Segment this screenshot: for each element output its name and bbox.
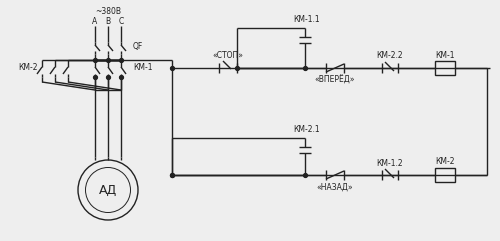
Text: АД: АД <box>99 183 117 196</box>
Text: КМ-2: КМ-2 <box>18 63 38 73</box>
Text: QF: QF <box>133 41 143 51</box>
Text: ~380B: ~380B <box>95 7 121 16</box>
Text: КМ-2: КМ-2 <box>435 158 455 167</box>
Text: КМ-1.1: КМ-1.1 <box>294 14 320 24</box>
Text: КМ-2.1: КМ-2.1 <box>294 125 320 134</box>
Text: «НАЗАД»: «НАЗАД» <box>316 182 354 192</box>
Text: «СТОП»: «СТОП» <box>212 51 244 60</box>
Text: A: A <box>92 18 98 27</box>
Bar <box>435 168 455 182</box>
Text: C: C <box>118 18 124 27</box>
Text: КМ-1: КМ-1 <box>435 51 455 60</box>
Text: КМ-1: КМ-1 <box>133 63 152 73</box>
Text: КМ-1.2: КМ-1.2 <box>376 159 404 167</box>
Text: КМ-2.2: КМ-2.2 <box>376 52 404 60</box>
Text: «ВПЕРЁД»: «ВПЕРЁД» <box>315 75 355 85</box>
Text: B: B <box>106 18 110 27</box>
Bar <box>435 61 455 75</box>
